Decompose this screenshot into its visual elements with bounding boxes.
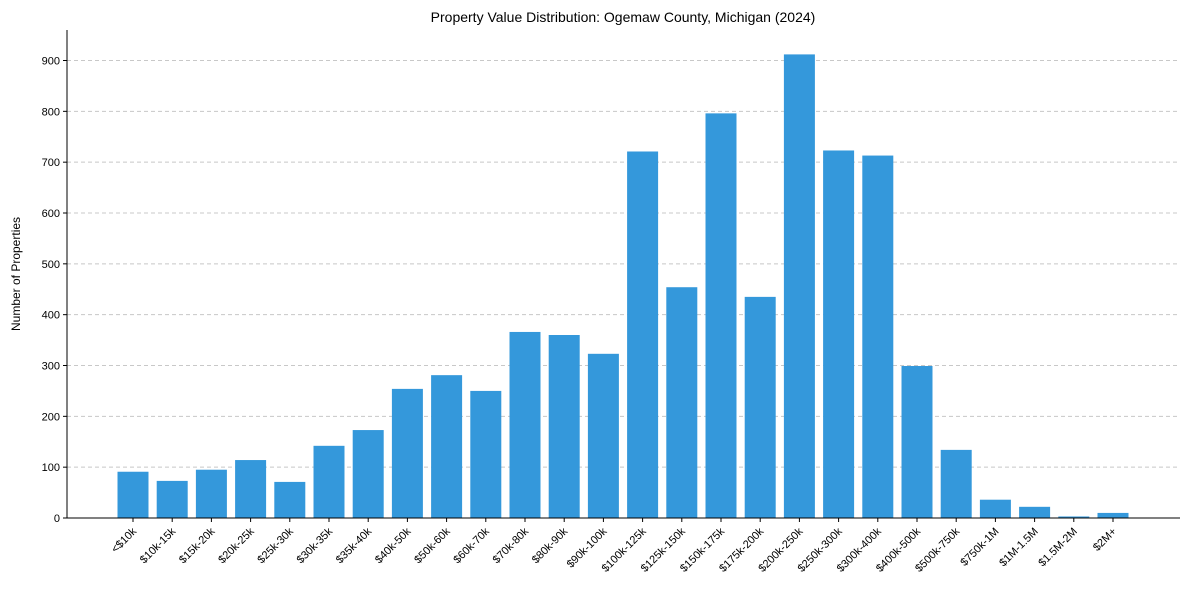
gridlines xyxy=(67,60,1180,468)
y-axis-label: Number of Properties xyxy=(9,217,23,331)
y-tick-label-2: 200 xyxy=(42,411,60,423)
x-tick-label-11: $80k-90k xyxy=(530,525,571,566)
x-tick-label-8: $50k-60k xyxy=(412,525,453,566)
y-tick-label-7: 700 xyxy=(42,157,60,169)
y-tick-label-1: 100 xyxy=(42,462,60,474)
y-tick-label-5: 500 xyxy=(42,259,60,271)
x-tick-label-4: $25k-30k xyxy=(255,525,296,566)
bar-15 xyxy=(705,113,737,518)
bar-24 xyxy=(1058,516,1090,518)
axes xyxy=(66,30,1180,519)
bar-25 xyxy=(1097,512,1129,518)
bar-12 xyxy=(587,353,619,518)
x-tick-label-6: $35k-40k xyxy=(334,525,375,566)
x-tick-label-10: $70k-80k xyxy=(491,525,532,566)
x-tick-labels: <$10k$10k-15k$15k-20k$20k-25k$25k-30k$30… xyxy=(109,518,1119,575)
bar-17 xyxy=(783,54,815,519)
bar-20 xyxy=(901,366,933,518)
y-tick-label-8: 800 xyxy=(42,106,60,118)
y-tick-labels: 0 100 200 300 400 500 600 700 800 900 xyxy=(42,56,67,525)
x-tick-label-25: $2M+ xyxy=(1091,526,1119,554)
bar-5 xyxy=(313,445,345,518)
x-tick-label-9: $60k-70k xyxy=(451,525,492,566)
bar-18 xyxy=(823,150,855,518)
y-tick-label-3: 300 xyxy=(42,361,60,373)
y-tick-label-6: 600 xyxy=(42,208,60,220)
bars xyxy=(117,54,1129,519)
chart-title: Property Value Distribution: Ogemaw Coun… xyxy=(431,9,816,25)
bar-0 xyxy=(117,471,149,518)
bar-21 xyxy=(940,449,972,518)
bar-9 xyxy=(470,390,502,518)
bar-3 xyxy=(235,460,267,518)
x-tick-label-7: $40k-50k xyxy=(373,525,414,566)
x-tick-label-2: $15k-20k xyxy=(177,525,218,566)
y-tick-label-0: 0 xyxy=(54,513,60,525)
bar-10 xyxy=(509,331,541,518)
x-tick-label-23: $1M-1.5M xyxy=(997,526,1041,570)
bar-8 xyxy=(431,375,463,518)
bar-7 xyxy=(391,388,423,518)
bar-16 xyxy=(744,296,776,518)
x-tick-label-5: $30k-35k xyxy=(295,525,336,566)
bar-14 xyxy=(666,287,698,518)
x-tick-label-24: $1.5M-2M xyxy=(1036,526,1080,570)
x-tick-label-22: $750k-1M xyxy=(958,526,1001,569)
y-tick-label-4: 400 xyxy=(42,310,60,322)
x-tick-label-0: <$10k xyxy=(109,525,139,555)
bar-11 xyxy=(548,335,580,518)
bar-23 xyxy=(1019,506,1051,518)
x-tick-label-3: $20k-25k xyxy=(216,525,257,566)
bar-2 xyxy=(195,469,227,518)
bar-22 xyxy=(979,499,1011,518)
x-tick-label-1: $10k-15k xyxy=(138,525,179,566)
bar-6 xyxy=(352,430,384,518)
y-tick-label-9: 900 xyxy=(42,56,60,68)
bar-19 xyxy=(862,155,894,518)
bar-4 xyxy=(274,481,306,518)
bar-1 xyxy=(156,480,188,518)
bar-13 xyxy=(627,151,659,518)
